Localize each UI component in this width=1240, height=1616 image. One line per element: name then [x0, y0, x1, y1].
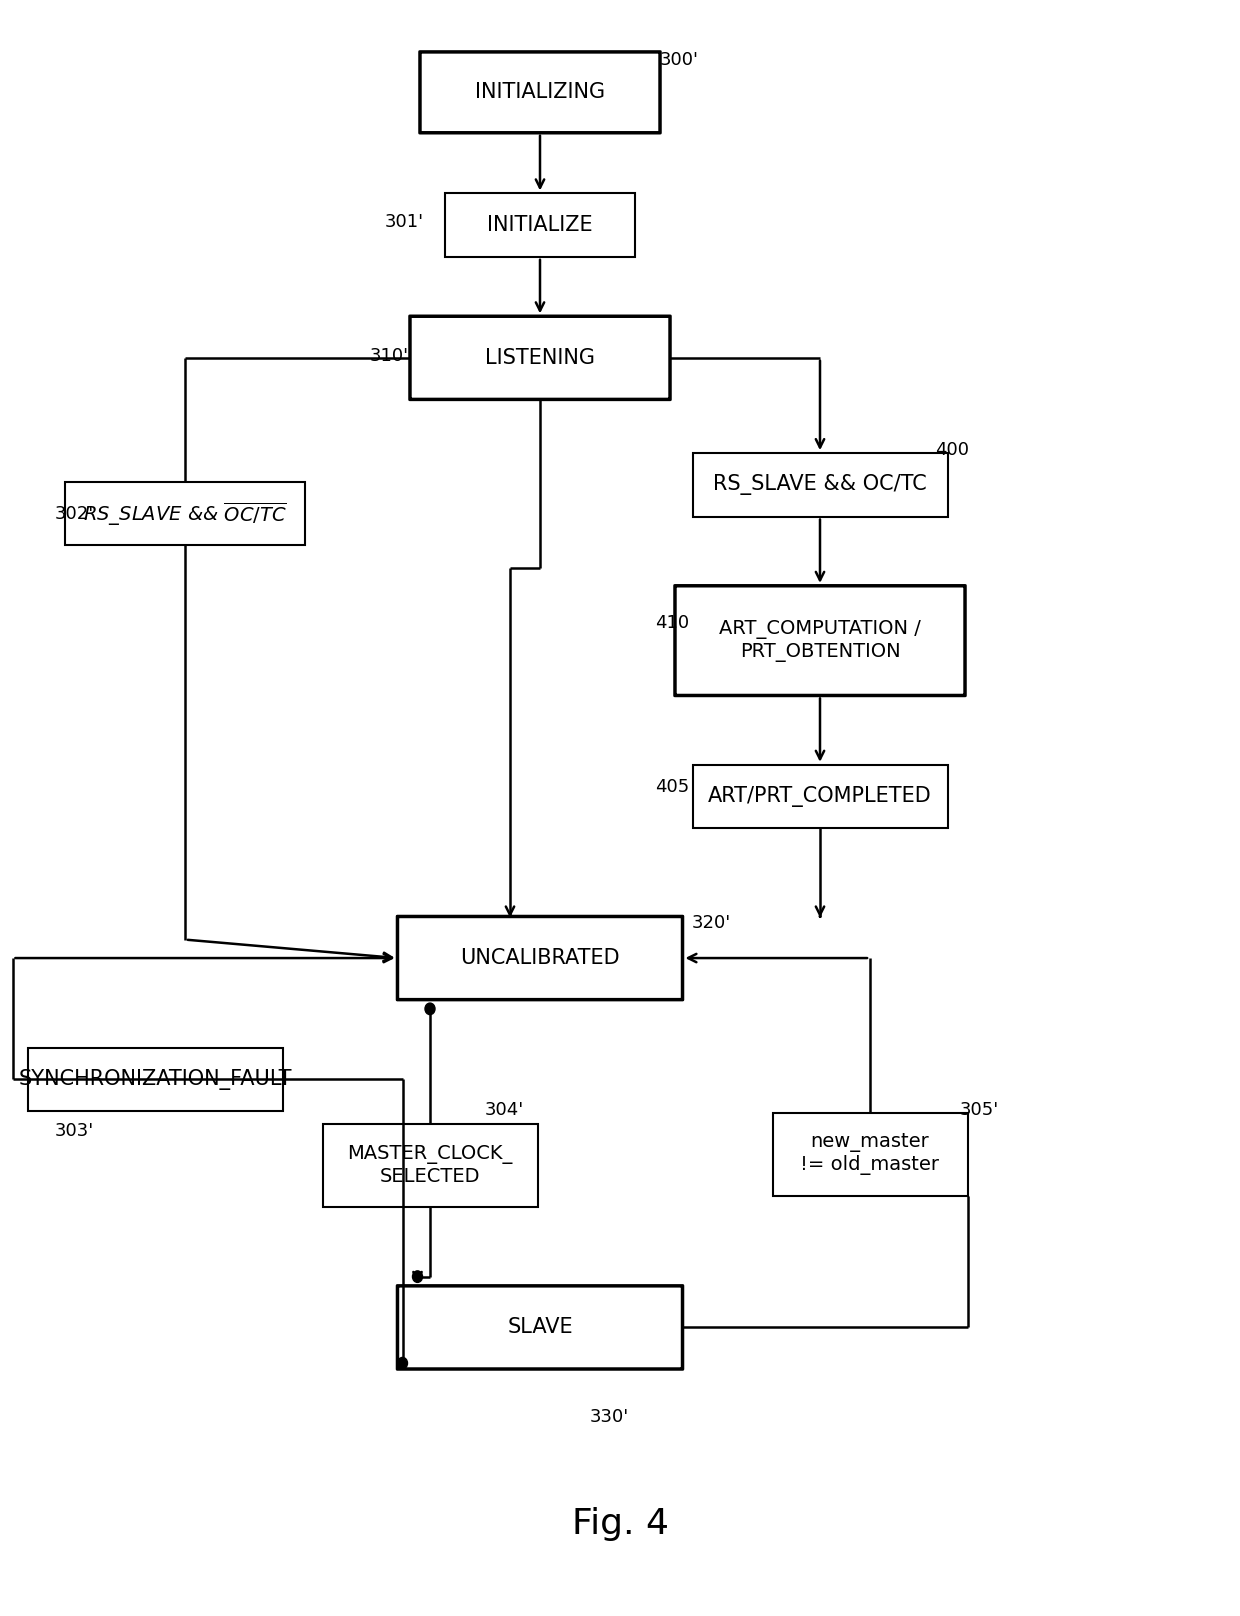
Text: 302': 302' — [55, 504, 94, 522]
Text: 410: 410 — [655, 614, 689, 632]
Text: SLAVE: SLAVE — [507, 1317, 573, 1338]
Text: UNCALIBRATED: UNCALIBRATED — [460, 949, 620, 968]
Text: 405: 405 — [655, 779, 689, 797]
Text: new_master
!= old_master: new_master != old_master — [801, 1133, 940, 1175]
Text: SYNCHRONIZATION_FAULT: SYNCHRONIZATION_FAULT — [19, 1068, 291, 1089]
Text: RS_SLAVE && OC/TC: RS_SLAVE && OC/TC — [713, 475, 926, 494]
FancyBboxPatch shape — [398, 1286, 682, 1369]
Text: 300': 300' — [660, 52, 699, 69]
Text: INITIALIZE: INITIALIZE — [487, 215, 593, 234]
Text: 400: 400 — [935, 441, 968, 459]
Bar — [692, 764, 947, 827]
Text: 305': 305' — [960, 1102, 999, 1120]
Circle shape — [413, 1270, 423, 1283]
Text: 304': 304' — [485, 1102, 525, 1120]
Circle shape — [425, 1004, 435, 1015]
Text: Fig. 4: Fig. 4 — [572, 1506, 668, 1540]
FancyBboxPatch shape — [420, 52, 660, 133]
Bar — [27, 1047, 283, 1112]
Text: 320': 320' — [692, 915, 732, 932]
Text: 310': 310' — [370, 346, 409, 365]
Text: MASTER_CLOCK_
SELECTED: MASTER_CLOCK_ SELECTED — [347, 1146, 512, 1186]
Text: 330': 330' — [590, 1409, 629, 1427]
Bar — [773, 1113, 967, 1196]
Bar — [692, 452, 947, 517]
FancyBboxPatch shape — [410, 317, 670, 399]
Text: ART/PRT_COMPLETED: ART/PRT_COMPLETED — [708, 785, 932, 806]
Bar — [445, 194, 635, 257]
Text: RS_SLAVE && $\overline{\mathit{OC/TC}}$: RS_SLAVE && $\overline{\mathit{OC/TC}}$ — [83, 499, 286, 527]
Text: LISTENING: LISTENING — [485, 347, 595, 368]
FancyBboxPatch shape — [675, 585, 965, 695]
Text: 301': 301' — [384, 213, 424, 231]
Bar — [64, 482, 305, 546]
Bar — [322, 1125, 537, 1207]
Text: ART_COMPUTATION /
PRT_OBTENTION: ART_COMPUTATION / PRT_OBTENTION — [719, 619, 921, 661]
Text: INITIALIZING: INITIALIZING — [475, 82, 605, 102]
FancyBboxPatch shape — [398, 916, 682, 1000]
Circle shape — [398, 1357, 408, 1369]
Text: 303': 303' — [55, 1122, 94, 1141]
